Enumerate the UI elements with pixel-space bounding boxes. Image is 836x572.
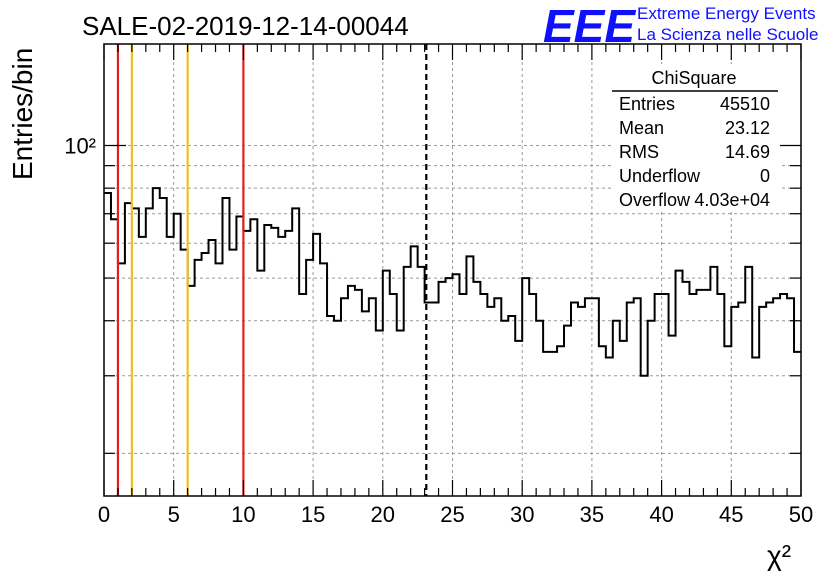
x-tick-label: 40 [649,502,673,527]
stats-row: Underflow 0 [619,166,770,186]
stats-row: Mean 23.12 [619,118,770,138]
x-tick-label: 45 [719,502,743,527]
stats-row-label: Overflow [619,190,691,210]
stats-box-bg [612,64,780,210]
stats-row-value: 23.12 [725,118,770,138]
stats-row-value: 0 [760,166,770,186]
x-tick-label: 35 [580,502,604,527]
x-tick-label: 50 [789,502,813,527]
stats-row: Overflow 4.03e+04 [619,190,770,210]
y-axis-label: Entries/bin [7,48,38,180]
stats-row-value: 45510 [720,94,770,114]
x-axis-label: χ² [767,540,791,571]
x-tick-label: 20 [371,502,395,527]
histogram [104,187,801,377]
logo-line2: La Scienza nelle Scuole [637,25,818,44]
x-tick-label: 30 [510,502,534,527]
x-tick-label: 10 [231,502,255,527]
y-tick-label: 10² [64,133,96,158]
stats-row-value: 14.69 [725,142,770,162]
x-tick-label: 15 [301,502,325,527]
tick-labels: 0 5 10 15 20 25 30 35 40 45 50 10² [64,133,813,527]
reference-lines [116,44,428,496]
chart-title: SALE-02-2019-12-14-00044 [82,11,409,41]
x-tick-label: 25 [440,502,464,527]
histogram-outline [104,187,801,377]
stats-box: ChiSquare Entries 45510 Mean 23.12 RMS 14.69 U… [612,64,780,210]
x-tick-label: 5 [168,502,180,527]
stats-box-title: ChiSquare [651,68,736,88]
stats-row-label: RMS [619,142,659,162]
x-tick-label: 0 [98,502,110,527]
stats-row-value: 4.03e+04 [694,190,770,210]
logo-mark: EEE [543,0,636,52]
stats-row-label: Entries [619,94,675,114]
logo-line1: Extreme Energy Events [637,4,816,23]
axes [103,43,802,497]
stats-row-label: Underflow [619,166,701,186]
stats-row: RMS 14.69 [619,142,770,162]
stats-row-label: Mean [619,118,664,138]
stats-row: Entries 45510 [619,94,770,114]
